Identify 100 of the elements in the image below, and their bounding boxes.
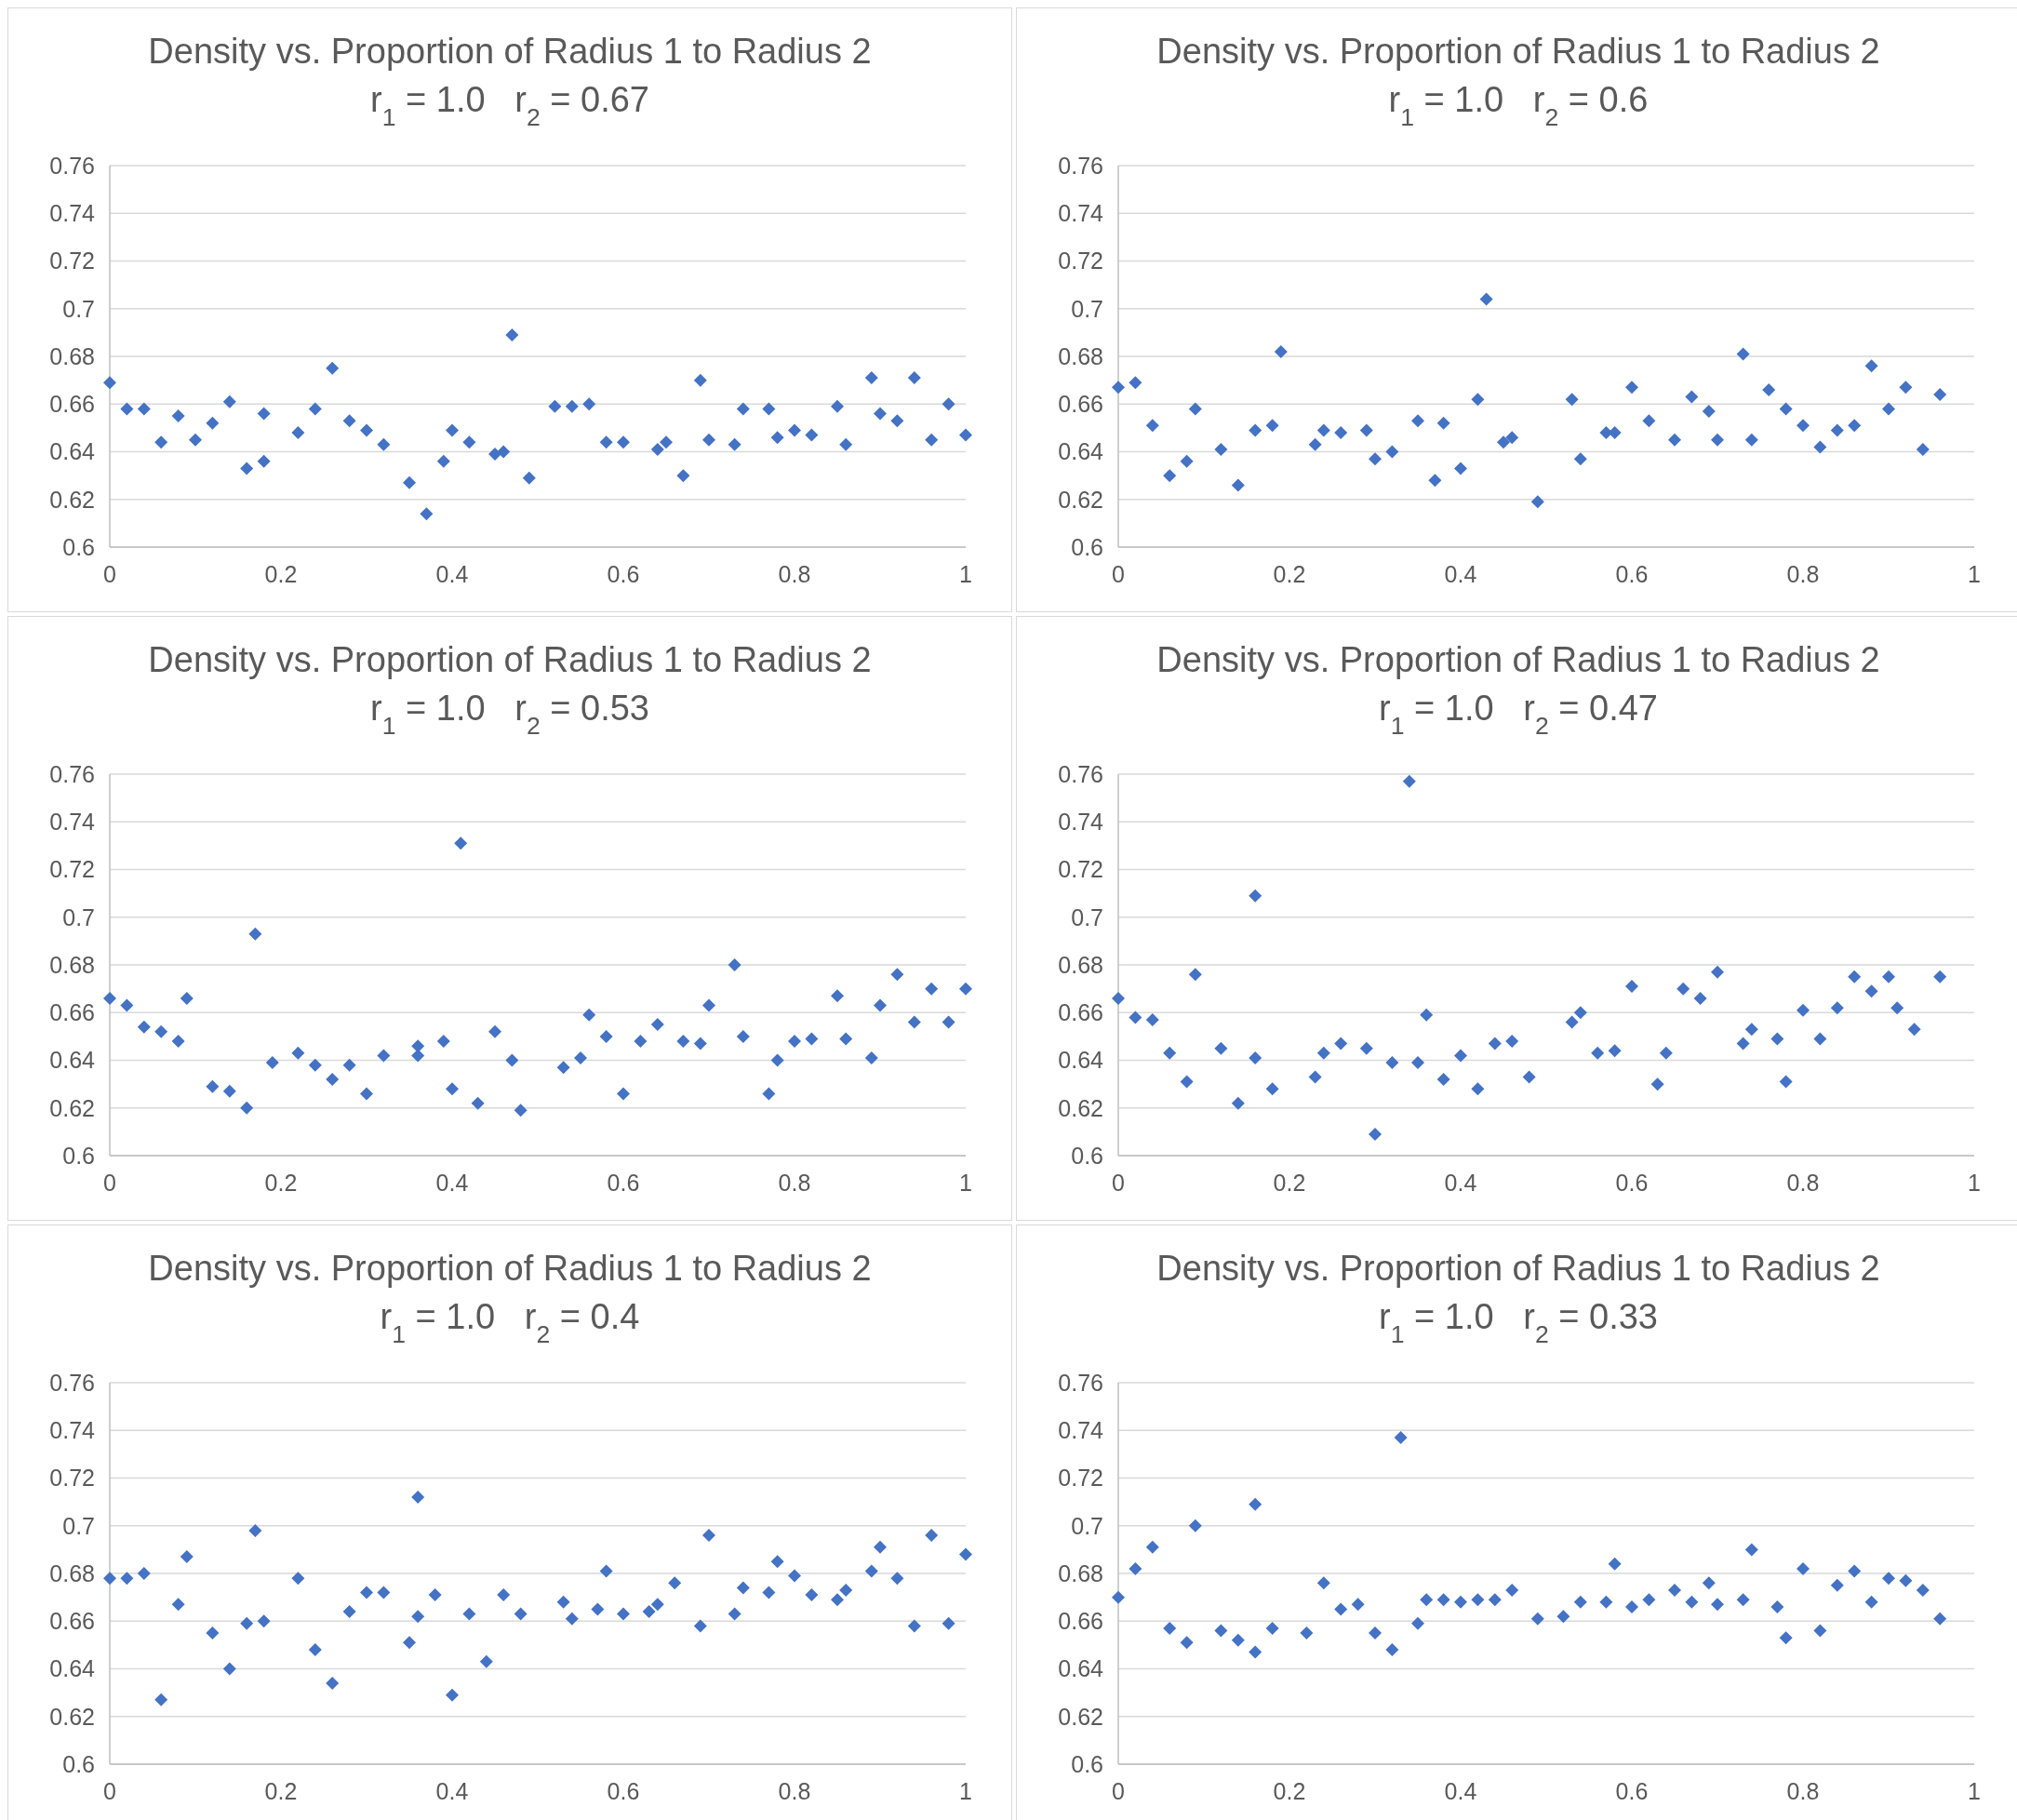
point — [240, 1616, 254, 1630]
point — [1779, 402, 1793, 416]
point — [874, 407, 887, 421]
point — [206, 416, 220, 430]
point — [1770, 1032, 1784, 1046]
x-tick-label: 0.8 — [1786, 1778, 1820, 1804]
point — [1402, 774, 1416, 788]
point — [762, 402, 776, 416]
x-tick-label: 0.6 — [607, 1778, 640, 1804]
point — [462, 1607, 476, 1621]
point — [831, 399, 844, 413]
point — [650, 1018, 664, 1032]
point — [617, 435, 630, 449]
point — [770, 1053, 784, 1067]
point — [1188, 968, 1202, 982]
point — [565, 1612, 579, 1626]
point — [1471, 393, 1485, 407]
point — [377, 437, 391, 451]
y-tick-label: 0.76 — [1058, 152, 1103, 179]
x-tick-label: 0.6 — [607, 561, 640, 587]
point — [1556, 1610, 1570, 1624]
x-tick-label: 0.2 — [264, 561, 298, 587]
y-tick-label: 0.7 — [62, 295, 95, 322]
point — [1231, 1633, 1245, 1647]
point — [1129, 376, 1142, 390]
point — [446, 423, 459, 437]
point — [668, 1576, 682, 1590]
point — [411, 1049, 425, 1063]
point — [676, 469, 690, 483]
chart-subtitle: r$_{1}$ = 1.0 r$_{2}$ = 0.47 — [1379, 689, 1658, 740]
x-tick-label: 0.2 — [264, 1170, 298, 1196]
point — [171, 1598, 185, 1612]
y-tick-label: 0.68 — [1058, 342, 1103, 369]
point — [1573, 452, 1587, 466]
point — [291, 1046, 305, 1060]
point — [1744, 433, 1758, 447]
point — [556, 1595, 570, 1609]
point — [222, 1084, 236, 1098]
point — [702, 433, 715, 447]
y-tick-label: 0.72 — [1058, 248, 1103, 274]
point — [702, 1529, 715, 1542]
y-tick-label: 0.72 — [1058, 1465, 1103, 1492]
point — [1505, 431, 1519, 445]
y-tick-label: 0.6 — [1071, 533, 1103, 560]
x-tick-label: 0 — [1112, 1778, 1125, 1804]
point — [240, 462, 254, 475]
point — [574, 1051, 587, 1064]
point — [377, 1586, 391, 1599]
chart-title: Density vs. Proportion of Radius 1 to Radius 2 — [148, 1249, 872, 1288]
y-tick-label: 0.74 — [1058, 200, 1104, 226]
x-tick-label: 0 — [103, 1170, 116, 1196]
point — [1359, 1041, 1373, 1055]
point — [360, 423, 373, 437]
y-tick-label: 0.66 — [1058, 391, 1103, 417]
point — [702, 998, 715, 1012]
point — [1899, 1573, 1913, 1587]
point — [959, 1547, 972, 1561]
y-tick-label: 0.6 — [62, 533, 95, 560]
point — [1848, 419, 1862, 433]
y-tick-label: 0.6 — [1071, 1750, 1103, 1777]
point — [497, 445, 511, 459]
point — [411, 1610, 425, 1624]
point — [1830, 423, 1844, 437]
point — [1933, 970, 1947, 984]
point — [890, 968, 904, 982]
point — [736, 402, 750, 416]
point — [788, 423, 801, 437]
point — [1308, 437, 1322, 451]
point — [864, 371, 878, 385]
point — [454, 836, 468, 850]
y-tick-label: 0.62 — [1058, 1094, 1103, 1121]
y-tick-label: 0.64 — [49, 438, 96, 465]
point — [1864, 1595, 1878, 1609]
point — [1668, 1583, 1681, 1597]
point — [222, 395, 236, 408]
x-tick-label: 0.8 — [1786, 561, 1820, 587]
point — [1265, 419, 1279, 433]
y-tick-label: 0.64 — [1058, 438, 1104, 465]
point — [1530, 1612, 1544, 1626]
y-tick-label: 0.7 — [62, 903, 95, 930]
point — [360, 1087, 373, 1101]
chart-title: Density vs. Proportion of Radius 1 to Radius 2 — [1156, 32, 1880, 71]
y-tick-label: 0.68 — [49, 1559, 95, 1586]
point — [874, 998, 887, 1012]
point — [693, 373, 707, 387]
point — [762, 1087, 776, 1101]
point — [1916, 1583, 1930, 1597]
point — [1813, 1624, 1827, 1638]
point — [1369, 452, 1382, 466]
y-tick-label: 0.62 — [49, 486, 95, 513]
point — [1265, 1082, 1279, 1096]
point — [617, 1087, 630, 1101]
point — [736, 1581, 750, 1595]
point — [1890, 1001, 1904, 1015]
y-tick-label: 0.7 — [1071, 903, 1103, 930]
point — [291, 426, 305, 439]
y-tick-label: 0.64 — [49, 1047, 96, 1074]
point — [1479, 292, 1493, 306]
point — [676, 1035, 690, 1048]
x-tick-label: 1 — [959, 561, 972, 587]
